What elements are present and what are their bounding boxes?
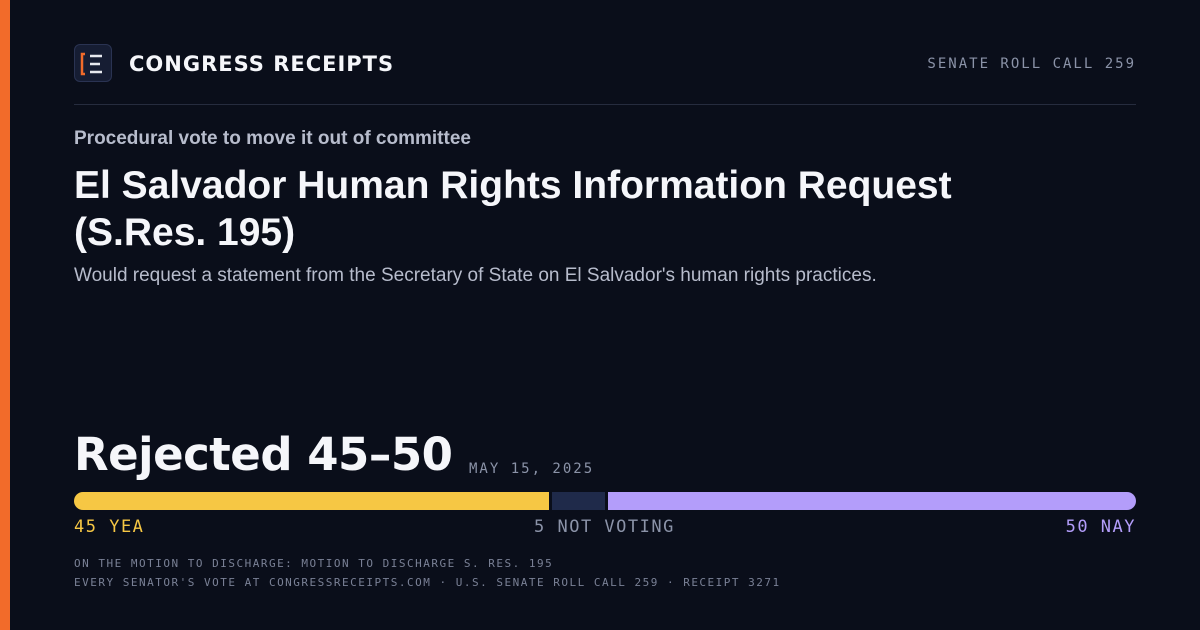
bill-description: Would request a statement from the Secre… <box>74 265 877 286</box>
vote-kicker: Procedural vote to move it out of commit… <box>74 128 471 149</box>
bill-title: El Salvador Human Rights Information Req… <box>74 164 952 254</box>
brand-name: CONGRESS RECEIPTS <box>129 52 395 76</box>
header: CONGRESS RECEIPTS SENATE ROLL CALL 259 <box>74 44 1136 84</box>
nay-count: 50 NAY <box>1065 517 1136 537</box>
header-divider <box>74 104 1136 105</box>
not-voting-segment <box>552 492 605 510</box>
yea-count: 45 YEA <box>74 517 145 537</box>
footer-source: EVERY SENATOR'S VOTE AT CONGRESSRECEIPTS… <box>74 576 781 589</box>
vote-result: Rejected 45–50 <box>74 428 453 481</box>
left-accent-bar <box>0 0 10 630</box>
motion-description: ON THE MOTION TO DISCHARGE: MOTION TO DI… <box>74 557 554 570</box>
not-voting-count: 5 NOT VOTING <box>534 517 675 537</box>
vote-date: MAY 15, 2025 <box>469 461 595 477</box>
roll-call-label: SENATE ROLL CALL 259 <box>927 56 1136 72</box>
nay-segment <box>608 492 1136 510</box>
vote-tally-bar <box>74 492 1136 510</box>
bracket-e-logo-icon <box>74 44 112 82</box>
yea-segment <box>74 492 550 510</box>
